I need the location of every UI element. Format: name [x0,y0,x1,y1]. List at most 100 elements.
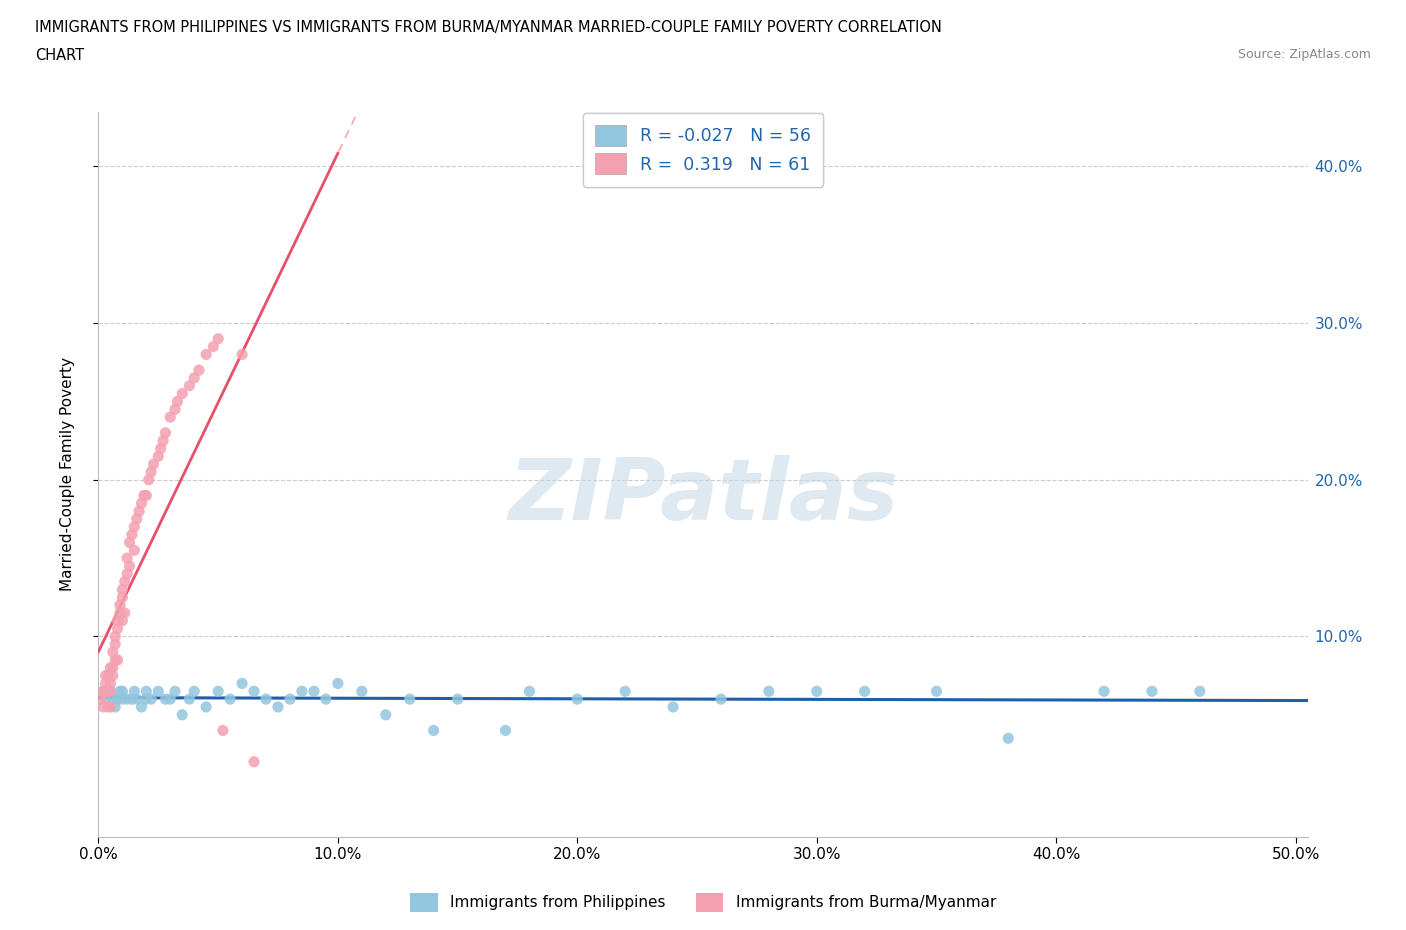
Point [614,684,637,698]
Point [108,598,131,613]
Point [135,692,157,707]
Point [446,692,468,707]
Point [118,535,141,550]
Point [107,621,129,636]
Point [90,692,112,707]
Point [104,637,127,652]
Point [148,684,170,698]
Point [853,684,876,698]
Point [231,676,253,691]
Point [104,653,127,668]
Point [519,684,541,698]
Point [94,684,117,698]
Point [132,488,155,503]
Point [118,559,141,574]
Point [111,590,134,604]
Point [114,574,136,589]
Point [243,754,266,769]
Point [104,699,127,714]
Point [710,692,733,707]
Point [124,684,146,698]
Point [350,684,373,698]
Point [115,692,138,707]
Point [278,692,301,707]
Point [195,699,218,714]
Y-axis label: Married-Couple Family Poverty: Married-Couple Family Poverty [60,357,75,591]
Point [155,692,177,707]
Point [128,504,150,519]
Point [302,684,325,698]
Point [149,441,172,456]
Point [125,692,148,707]
Point [315,692,337,707]
Point [104,629,127,644]
Legend: R = -0.027   N = 56, R =  0.319   N = 61: R = -0.027 N = 56, R = 0.319 N = 61 [582,113,824,187]
Point [207,684,229,698]
Point [124,543,146,558]
Point [101,692,124,707]
Point [111,614,134,629]
Point [925,684,948,698]
Point [142,457,165,472]
Legend: Immigrants from Philippines, Immigrants from Burma/Myanmar: Immigrants from Philippines, Immigrants … [404,887,1002,918]
Point [172,386,194,401]
Point [159,410,181,425]
Point [422,723,444,737]
Point [107,614,129,629]
Point [148,449,170,464]
Point [131,699,153,714]
Point [111,692,134,707]
Point [139,692,162,707]
Point [1188,684,1211,698]
Point [94,676,117,691]
Point [758,684,780,698]
Point [291,684,314,698]
Point [219,692,242,707]
Point [124,519,146,534]
Point [139,464,162,479]
Point [152,433,174,448]
Point [374,708,396,723]
Point [1140,684,1163,698]
Point [94,692,117,707]
Point [254,692,277,707]
Point [91,699,114,714]
Point [97,684,120,698]
Point [100,676,122,691]
Point [101,668,124,683]
Point [91,684,114,698]
Point [188,363,211,378]
Point [94,668,117,683]
Point [107,692,129,707]
Point [111,582,134,597]
Point [172,708,194,723]
Point [163,402,186,417]
Point [108,605,131,620]
Text: CHART: CHART [35,48,84,63]
Point [100,699,122,714]
Text: IMMIGRANTS FROM PHILIPPINES VS IMMIGRANTS FROM BURMA/MYANMAR MARRIED-COUPLE FAMI: IMMIGRANTS FROM PHILIPPINES VS IMMIGRANT… [35,20,942,35]
Point [114,605,136,620]
Point [267,699,290,714]
Point [155,425,177,440]
Point [207,331,229,346]
Point [135,684,157,698]
Point [179,379,201,393]
Point [101,644,124,659]
Point [567,692,589,707]
Point [91,684,114,698]
Point [163,684,186,698]
Point [806,684,828,698]
Point [97,684,120,698]
Point [111,684,134,698]
Point [179,692,201,707]
Point [97,699,120,714]
Point [121,527,143,542]
Point [212,723,235,737]
Point [135,488,157,503]
Point [166,394,188,409]
Point [195,347,218,362]
Point [115,551,138,565]
Point [100,660,122,675]
Point [183,370,205,385]
